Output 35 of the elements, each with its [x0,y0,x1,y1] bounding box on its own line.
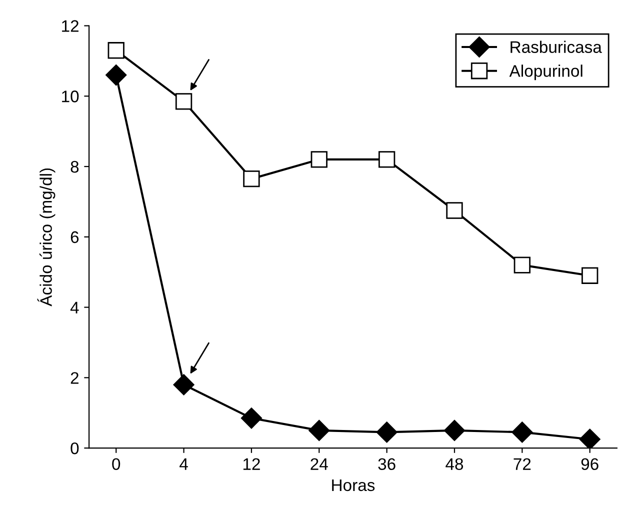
x-tick-label: 72 [514,458,531,470]
x-tick-label: 24 [310,458,328,470]
x-tick-label: 4 [180,458,188,470]
point [308,420,330,441]
point [243,170,260,188]
x-tick-label: 48 [446,458,464,470]
point [514,256,531,274]
y-tick-label: 2 [70,372,78,384]
y-tick-label: 12 [62,20,78,32]
x-tick-label: 12 [243,458,260,470]
x-tick-label: 0 [112,458,120,470]
point [240,408,262,429]
point [376,422,398,443]
legend-label: Rasburicasa [510,40,602,53]
point [108,42,124,59]
x-tick-label: 96 [581,458,598,470]
y-tick-label: 10 [62,90,79,102]
y-tick-label: 4 [70,302,79,314]
y-tick-label: 6 [70,231,79,244]
point [444,420,466,441]
point [582,267,598,284]
y-axis-title: Ácido úrico (mg/dl) [37,168,56,306]
y-tick-label: 0 [70,442,79,454]
legend-label: Alopurinol [509,64,582,80]
point [175,93,192,110]
point [378,151,396,168]
y-tick-label: 8 [70,160,79,173]
x-tick-label: 36 [378,458,396,470]
point [579,428,600,448]
point [446,202,463,219]
point [310,151,328,168]
point [173,374,194,396]
point [512,422,533,443]
x-axis-title: Horas [332,479,375,492]
point [106,64,127,86]
